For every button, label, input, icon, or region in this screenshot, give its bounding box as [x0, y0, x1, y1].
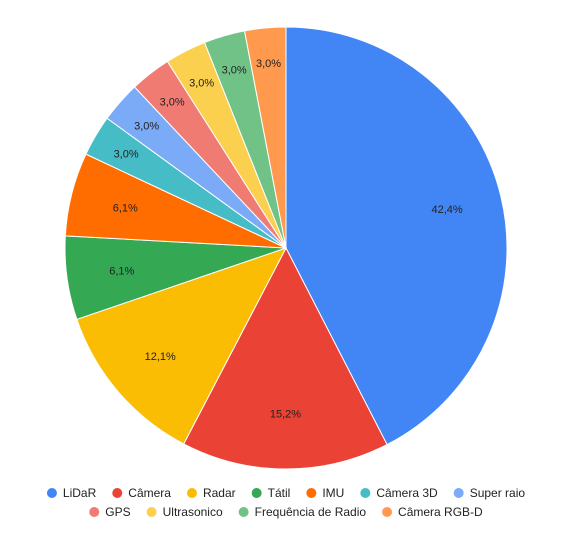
- legend-item-tatil: Tátil: [251, 486, 291, 500]
- legend-swatch: [453, 488, 464, 498]
- slice-label-camera-3d: 3,0%: [114, 149, 139, 161]
- legend-swatch: [360, 488, 371, 498]
- legend-swatch: [238, 507, 249, 517]
- legend-label: LiDaR: [63, 486, 97, 500]
- legend-label: IMU: [322, 486, 344, 500]
- legend-swatch: [186, 488, 197, 498]
- legend-item-gps: GPS: [89, 505, 131, 519]
- pie-slices: [64, 26, 508, 470]
- slice-label-frequencia-de-radio: 3,0%: [222, 65, 247, 77]
- legend-item-imu: IMU: [306, 486, 344, 500]
- legend-swatch: [251, 488, 262, 498]
- pie-slice-camera-rgb-d: [243, 26, 287, 249]
- slice-label-tatil: 6,1%: [109, 266, 134, 278]
- legend-label: Câmera 3D: [376, 486, 438, 500]
- legend-swatch: [382, 507, 393, 517]
- legend-label: Ultrasonico: [163, 505, 223, 519]
- legend-swatch: [306, 488, 317, 498]
- legend-item-lidar: LiDaR: [46, 486, 97, 500]
- legend-label: Câmera: [128, 486, 171, 500]
- legend-swatch: [89, 507, 100, 517]
- pie-slice-camera: [183, 246, 388, 470]
- pie-slice-lidar: [285, 26, 508, 446]
- slice-label-gps: 3,0%: [160, 96, 185, 108]
- legend-item-camera-rgb-d: Câmera RGB-D: [382, 505, 483, 519]
- legend-item-ultrasonico: Ultrasonico: [146, 505, 223, 519]
- slice-label-lidar: 42,4%: [431, 204, 462, 216]
- legend-item-radar: Radar: [186, 486, 236, 500]
- pie-slice-radar: [76, 247, 288, 445]
- legend-label: Frequência de Radio: [255, 505, 367, 519]
- legend-item-camera-3d: Câmera 3D: [360, 486, 438, 500]
- slice-label-ultrasonico: 3,0%: [189, 78, 214, 90]
- slice-label-imu: 6,1%: [113, 202, 138, 214]
- legend-label: Tátil: [268, 486, 291, 500]
- legend-item-camera: Câmera: [112, 486, 171, 500]
- slice-label-camera-rgb-d: 3,0%: [256, 58, 281, 70]
- legend-swatch: [46, 488, 57, 498]
- legend-label: Super raio: [470, 486, 526, 500]
- legend-item-frequencia-de-radio: Frequência de Radio: [238, 505, 367, 519]
- pie-slice-labels: 42,4%15,2%12,1%6,1%6,1%3,0%3,0%3,0%3,0%3…: [109, 58, 463, 421]
- legend: LiDaR Câmera Radar Tátil IMU Câmera 3D Super r…: [46, 486, 526, 519]
- slice-label-radar: 12,1%: [145, 351, 176, 363]
- slice-label-super-raio: 3,0%: [134, 120, 159, 132]
- slice-label-camera: 15,2%: [270, 409, 301, 421]
- legend-item-super-raio: Super raio: [453, 486, 526, 500]
- legend-label: Câmera RGB-D: [398, 505, 483, 519]
- legend-swatch: [112, 488, 123, 498]
- legend-label: Radar: [203, 486, 236, 500]
- legend-label: GPS: [105, 505, 130, 519]
- legend-swatch: [146, 507, 157, 517]
